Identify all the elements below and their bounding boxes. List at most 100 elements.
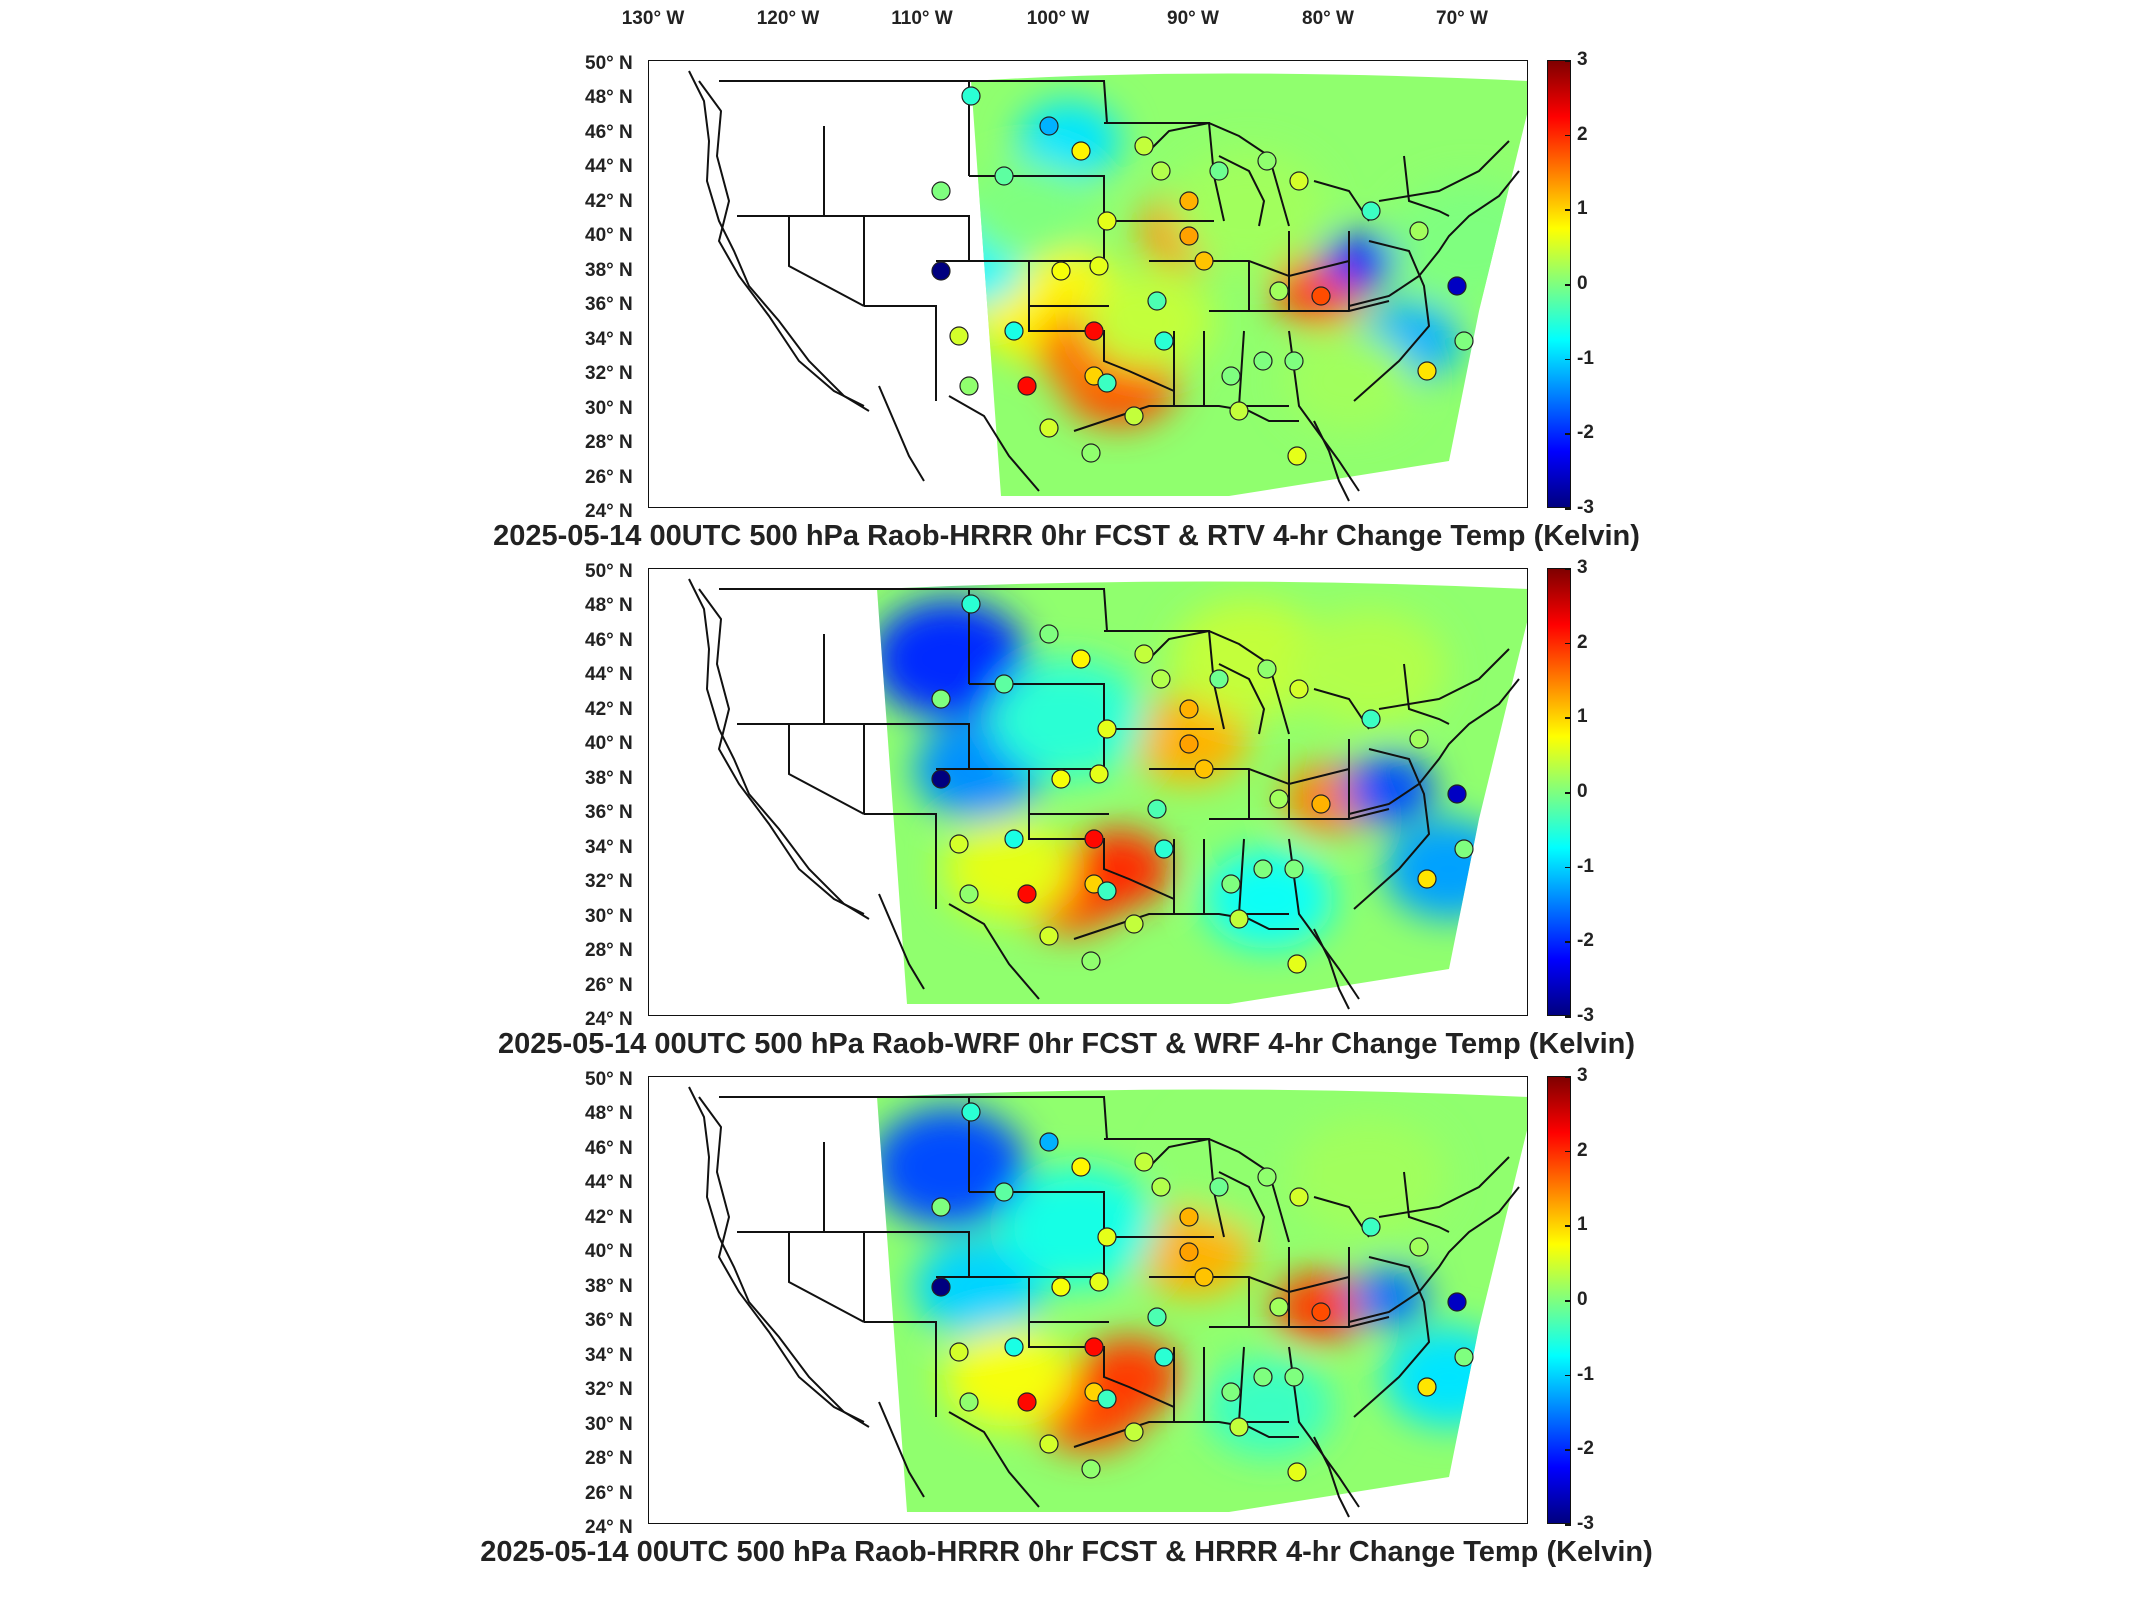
raob-station-marker bbox=[1097, 373, 1117, 393]
lat-label: 42° N bbox=[585, 190, 633, 212]
raob-station-marker bbox=[1154, 331, 1174, 351]
lat-label: 50° N bbox=[585, 1069, 633, 1090]
raob-station-marker bbox=[1179, 191, 1199, 211]
field-blob bbox=[1384, 819, 1514, 919]
colorbar-tick-label: 3 bbox=[1577, 557, 1588, 578]
boundary-line bbox=[948, 395, 1040, 492]
raob-station-marker bbox=[1039, 1132, 1059, 1152]
raob-station-marker bbox=[1409, 221, 1429, 241]
colorbar-tick-mark bbox=[1565, 1076, 1571, 1078]
colorbar-tick-label: 1 bbox=[1577, 706, 1588, 728]
colorbar-tick-mark bbox=[1565, 1449, 1571, 1451]
colorbar-tick-mark bbox=[1565, 209, 1571, 211]
raob-station-marker bbox=[1253, 351, 1273, 371]
raob-station-marker bbox=[1089, 256, 1109, 276]
boundary-line bbox=[948, 903, 1040, 1000]
raob-station-marker bbox=[1151, 669, 1171, 689]
field-blob bbox=[1171, 151, 1327, 271]
lat-label: 24° N bbox=[585, 1009, 633, 1030]
boundary-line bbox=[878, 1401, 925, 1498]
raob-station-marker bbox=[1039, 624, 1059, 644]
boundary-line bbox=[1028, 1322, 1175, 1408]
lon-label: 70° W bbox=[1436, 8, 1488, 29]
boundary-line bbox=[1104, 630, 1225, 730]
boundary-line bbox=[737, 215, 865, 306]
colorbar-tick-label: -1 bbox=[1577, 855, 1594, 877]
colorbar-tick-label: 0 bbox=[1577, 273, 1588, 294]
panel-title: 2025-05-14 00UTC 500 hPa Raob-HRRR 0hr F… bbox=[480, 1536, 1653, 1568]
raob-station-marker bbox=[1097, 719, 1117, 739]
raob-station-marker bbox=[1089, 764, 1109, 784]
raob-station-marker bbox=[1179, 1207, 1199, 1227]
raob-station-marker bbox=[1287, 954, 1307, 974]
lat-label: 26° N bbox=[585, 1482, 633, 1504]
lat-label: 38° N bbox=[585, 1275, 633, 1297]
field-blob bbox=[914, 1237, 1044, 1337]
colorbar-tick-label: 2 bbox=[1577, 1139, 1588, 1161]
raob-station-marker bbox=[1289, 1187, 1309, 1207]
raob-station-marker bbox=[1289, 679, 1309, 699]
raob-station-marker bbox=[1004, 829, 1024, 849]
raob-station-marker bbox=[1097, 211, 1117, 231]
lat-label: 40° N bbox=[585, 225, 633, 247]
raob-station-marker bbox=[1124, 914, 1144, 934]
boundary-line bbox=[948, 1411, 1040, 1508]
raob-station-marker bbox=[1287, 1462, 1307, 1482]
raob-station-marker bbox=[1447, 1292, 1467, 1312]
colorbar-tick-mark bbox=[1565, 866, 1571, 869]
field-blob bbox=[1284, 331, 1414, 431]
colorbar-tick-mark bbox=[1565, 433, 1571, 435]
colorbar-tick-label: -1 bbox=[1577, 1363, 1594, 1385]
lat-label: 40° N bbox=[585, 733, 633, 755]
map-area bbox=[648, 1076, 1528, 1524]
lat-label: 44° N bbox=[585, 1172, 633, 1194]
lat-label: 34° N bbox=[585, 328, 633, 350]
colorbar-tick-mark bbox=[1565, 60, 1571, 62]
boundary-line bbox=[1353, 240, 1431, 402]
colorbar-tick-label: -3 bbox=[1577, 1513, 1594, 1534]
raob-station-marker bbox=[1151, 161, 1171, 181]
lat-label: 34° N bbox=[585, 836, 633, 858]
boundary-line bbox=[864, 1321, 937, 1417]
raob-station-marker bbox=[931, 1197, 951, 1217]
raob-station-marker bbox=[1179, 699, 1199, 719]
lat-label: 36° N bbox=[585, 802, 633, 824]
raob-station-marker bbox=[1361, 709, 1381, 729]
colorbar-tick-label: 3 bbox=[1577, 1065, 1588, 1086]
raob-station-marker bbox=[1221, 366, 1241, 386]
colorbar-tick-mark bbox=[1565, 941, 1571, 943]
raob-station-marker bbox=[1081, 1459, 1101, 1479]
raob-station-marker bbox=[961, 594, 981, 614]
raob-station-marker bbox=[1154, 839, 1174, 859]
state-borders bbox=[688, 578, 1520, 1010]
map-panel-2: 50° N 48° N 46° N 44° N 42° N 40° N 38° N 36° N… bbox=[0, 557, 2133, 1076]
map-svg bbox=[688, 578, 1527, 1010]
raob-station-marker bbox=[959, 1392, 979, 1412]
raob-station-marker bbox=[961, 1102, 981, 1122]
field-blob bbox=[1322, 233, 1396, 289]
field-blob bbox=[877, 1107, 1027, 1227]
lat-label: 28° N bbox=[585, 432, 633, 454]
boundary-line bbox=[737, 723, 865, 814]
boundary-line bbox=[1148, 1137, 1290, 1243]
boundary-line bbox=[1218, 155, 1266, 227]
field-blob bbox=[1384, 1327, 1514, 1427]
temperature-change-field bbox=[971, 73, 1527, 496]
raob-station-marker bbox=[1071, 141, 1091, 161]
field-blob bbox=[1084, 271, 1214, 371]
boundary-line bbox=[1104, 122, 1225, 222]
raob-station-marker bbox=[1221, 1382, 1241, 1402]
raob-station-marker bbox=[1221, 874, 1241, 894]
map-area bbox=[648, 60, 1528, 508]
raob-station-marker bbox=[1311, 286, 1331, 306]
boundary-line bbox=[969, 175, 1105, 261]
lat-label: 30° N bbox=[585, 905, 633, 927]
raob-station-marker bbox=[961, 86, 981, 106]
boundary-line bbox=[1073, 405, 1299, 432]
raob-station-marker bbox=[994, 1182, 1014, 1202]
temperature-change-field bbox=[877, 1089, 1527, 1512]
raob-station-marker bbox=[1417, 1377, 1437, 1397]
map-svg bbox=[688, 70, 1527, 502]
raob-station-marker bbox=[1017, 376, 1037, 396]
raob-station-marker bbox=[994, 166, 1014, 186]
